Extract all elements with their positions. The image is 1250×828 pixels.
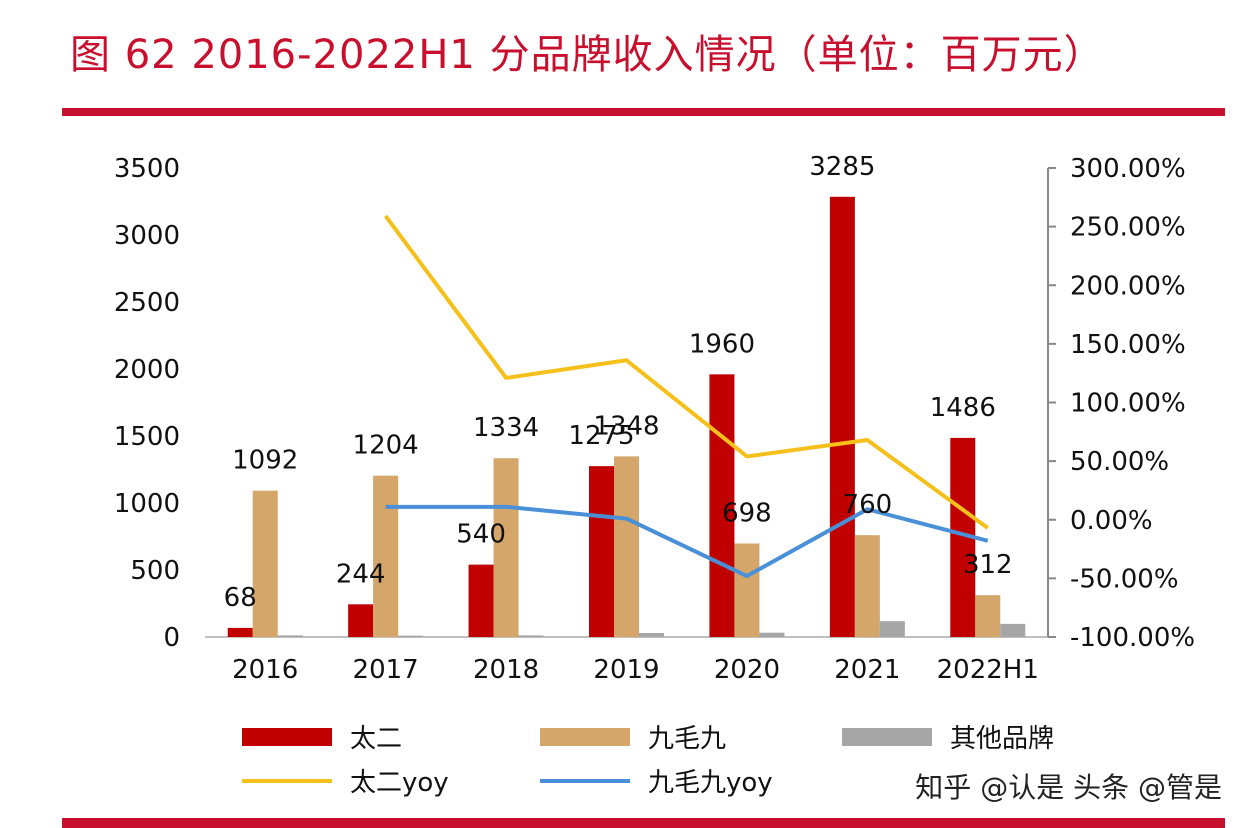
data-label-taier: 68 xyxy=(224,583,257,613)
right-axis-tick-label: -50.00% xyxy=(1070,564,1179,594)
data-label-jiumaojiu: 1348 xyxy=(593,411,659,441)
legend-label-other: 其他品牌 xyxy=(950,724,1055,754)
right-axis-tick-label: -100.00% xyxy=(1070,623,1195,653)
legend-item-jiumaojiu: 九毛九 xyxy=(540,718,726,755)
right-axis-tick-label: 250.00% xyxy=(1070,213,1186,243)
left-axis-tick-label: 2000 xyxy=(114,355,180,385)
legend-item-other: 其他品牌 xyxy=(842,718,1054,755)
data-label-jiumaojiu: 1204 xyxy=(353,431,419,461)
data-label-taier: 540 xyxy=(456,520,506,550)
line-jiumaojiu-yoy xyxy=(385,504,989,579)
bar-other xyxy=(398,635,424,637)
legend-item-taier: 太二 xyxy=(242,718,402,755)
legend-swatch-jiumaojiu xyxy=(540,727,630,746)
data-label-jiumaojiu: 312 xyxy=(963,550,1013,580)
bar-jiumaojiu xyxy=(614,456,639,637)
data-label-taier: 244 xyxy=(336,559,386,589)
right-axis-tick-label: 300.00% xyxy=(1070,154,1186,184)
x-axis-tick-label: 2022H1 xyxy=(937,655,1039,685)
bar-other xyxy=(1000,623,1026,637)
legend-item-jiumaojiu-yoy: 九毛九yoy xyxy=(540,762,773,799)
bar-other xyxy=(879,621,905,637)
data-label-jiumaojiu: 760 xyxy=(843,490,893,520)
x-axis-tick-label: 2018 xyxy=(473,655,539,685)
left-axis-tick-label: 2500 xyxy=(114,288,180,318)
data-label-taier: 1960 xyxy=(689,329,755,359)
bar-taier xyxy=(829,196,855,637)
watermark: 知乎 @认是 头条 @管是 xyxy=(915,771,1222,804)
bar-taier xyxy=(348,604,374,637)
bar-jiumaojiu xyxy=(734,543,760,637)
legend-label-taier: 太二 xyxy=(350,724,403,754)
legend-item-taier-yoy: 太二yoy xyxy=(242,762,449,799)
bar-jiumaojiu xyxy=(373,475,399,637)
bar-taier xyxy=(709,374,735,637)
bar-jiumaojiu xyxy=(854,535,880,637)
bar-taier xyxy=(589,466,614,637)
bottom-rule xyxy=(62,818,1225,828)
right-axis-tick-label: 0.00% xyxy=(1070,506,1153,536)
left-axis-tick-label: 3500 xyxy=(114,154,180,184)
bar-jiumaojiu xyxy=(493,458,519,637)
x-axis-tick-label: 2021 xyxy=(834,655,900,685)
legend-label-taier-yoy: 太二yoy xyxy=(350,768,449,798)
legend-swatch-other xyxy=(842,727,932,746)
data-label-taier: 1275 xyxy=(568,421,634,451)
x-axis-tick-label: 2016 xyxy=(232,655,298,685)
left-axis-tick-label: 1000 xyxy=(114,489,180,519)
bar-taier xyxy=(468,564,494,637)
right-axis-tick-label: 200.00% xyxy=(1070,271,1186,301)
left-axis-tick-label: 1500 xyxy=(114,422,180,452)
right-axis-tick-label: 100.00% xyxy=(1070,389,1186,419)
right-axis-tick-label: 50.00% xyxy=(1070,447,1169,477)
right-axis-tick-label: 150.00% xyxy=(1070,330,1186,360)
line-taier-yoy xyxy=(384,214,989,530)
x-axis-tick-label: 2019 xyxy=(593,655,659,685)
bar-other xyxy=(759,632,785,637)
legend-label-jiumaojiu-yoy: 九毛九yoy xyxy=(648,768,773,798)
data-label-jiumaojiu: 1334 xyxy=(473,413,539,443)
bar-jiumaojiu xyxy=(975,595,1001,637)
data-label-jiumaojiu: 698 xyxy=(722,498,772,528)
left-axis-tick-label: 500 xyxy=(130,556,180,586)
x-axis-tick-label: 2020 xyxy=(714,655,780,685)
bar-jiumaojiu xyxy=(252,490,278,637)
data-label-taier: 1486 xyxy=(930,393,996,423)
bar-other xyxy=(639,632,664,637)
data-label-taier: 3285 xyxy=(809,152,875,182)
legend-label-jiumaojiu: 九毛九 xyxy=(648,724,727,754)
legend-swatch-taier-yoy xyxy=(242,778,332,783)
top-rule xyxy=(62,108,1225,116)
data-label-jiumaojiu: 1092 xyxy=(232,446,298,476)
left-axis-tick-label: 3000 xyxy=(114,221,180,251)
legend-swatch-taier xyxy=(242,727,332,746)
legend-swatch-jiumaojiu-yoy xyxy=(540,778,630,783)
x-axis-tick-label: 2017 xyxy=(353,655,419,685)
left-axis-tick-label: 0 xyxy=(163,623,180,653)
bar-other xyxy=(277,635,303,637)
bar-other xyxy=(518,635,544,637)
chart-title: 图 62 2016-2022H1 分品牌收入情况（单位：百万元） xyxy=(70,32,1105,78)
bar-taier xyxy=(227,627,253,637)
